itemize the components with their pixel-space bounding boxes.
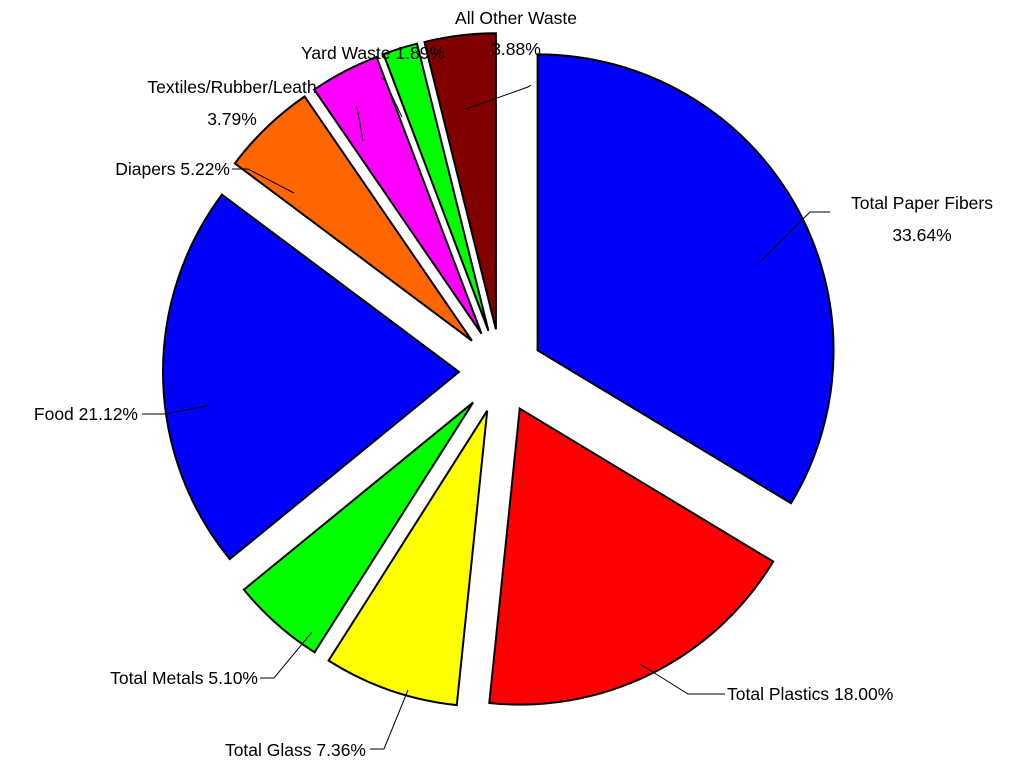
slice-label-food: Food 21.12%	[34, 404, 138, 424]
data-labels: Total Paper Fibers 33.64% Total Plastics 1…	[34, 8, 993, 760]
slice-label-all-other-waste: All Other Waste	[455, 8, 577, 28]
slice-label-diapers: Diapers 5.22%	[115, 159, 230, 179]
leader-line-diapers	[232, 168, 295, 194]
slice-value-total-paper-fibers: 33.64%	[892, 225, 951, 245]
slice-label-total-paper-fibers: Total Paper Fibers	[851, 193, 993, 213]
slice-label-yard-waste: Yard Waste 1.89%	[301, 43, 445, 63]
pie-slice-yard-waste	[382, 42, 490, 332]
leader-line-food	[142, 405, 208, 415]
leader-line-total-glass	[370, 689, 409, 750]
leader-line-textiles-rubber-leath	[355, 106, 364, 142]
pie-slice-total-metals	[242, 401, 474, 654]
slice-label-textiles-rubber-leath: Textiles/Rubber/Leath	[147, 77, 316, 97]
leader-lines	[142, 78, 830, 750]
pie-slice-textiles-rubber-leath	[312, 55, 483, 335]
pie-slice-total-glass	[327, 410, 489, 707]
pie-slice-total-paper-fibers	[536, 53, 835, 505]
leader-line-all-other-waste	[465, 84, 532, 110]
pie-slice-total-plastics	[488, 406, 775, 706]
leader-line-total-paper-fibers	[759, 211, 830, 263]
leader-line-total-metals	[260, 631, 313, 679]
slice-value-textiles-rubber-leath: 3.79%	[207, 109, 257, 129]
leader-line-total-plastics	[639, 663, 725, 695]
slice-label-total-plastics: Total Plastics 18.00%	[727, 684, 893, 704]
pie-slice-food	[162, 193, 461, 561]
slice-label-total-glass: Total Glass 7.36%	[225, 740, 366, 760]
pie-slice-all-other-waste	[423, 32, 497, 330]
slice-label-total-metals: Total Metals 5.10%	[110, 668, 258, 688]
leader-line-yard-waste	[381, 78, 403, 118]
pie-slice-diapers	[233, 95, 473, 342]
slice-value-all-other-waste: 3.88%	[491, 39, 541, 59]
pie-slices	[162, 32, 835, 707]
